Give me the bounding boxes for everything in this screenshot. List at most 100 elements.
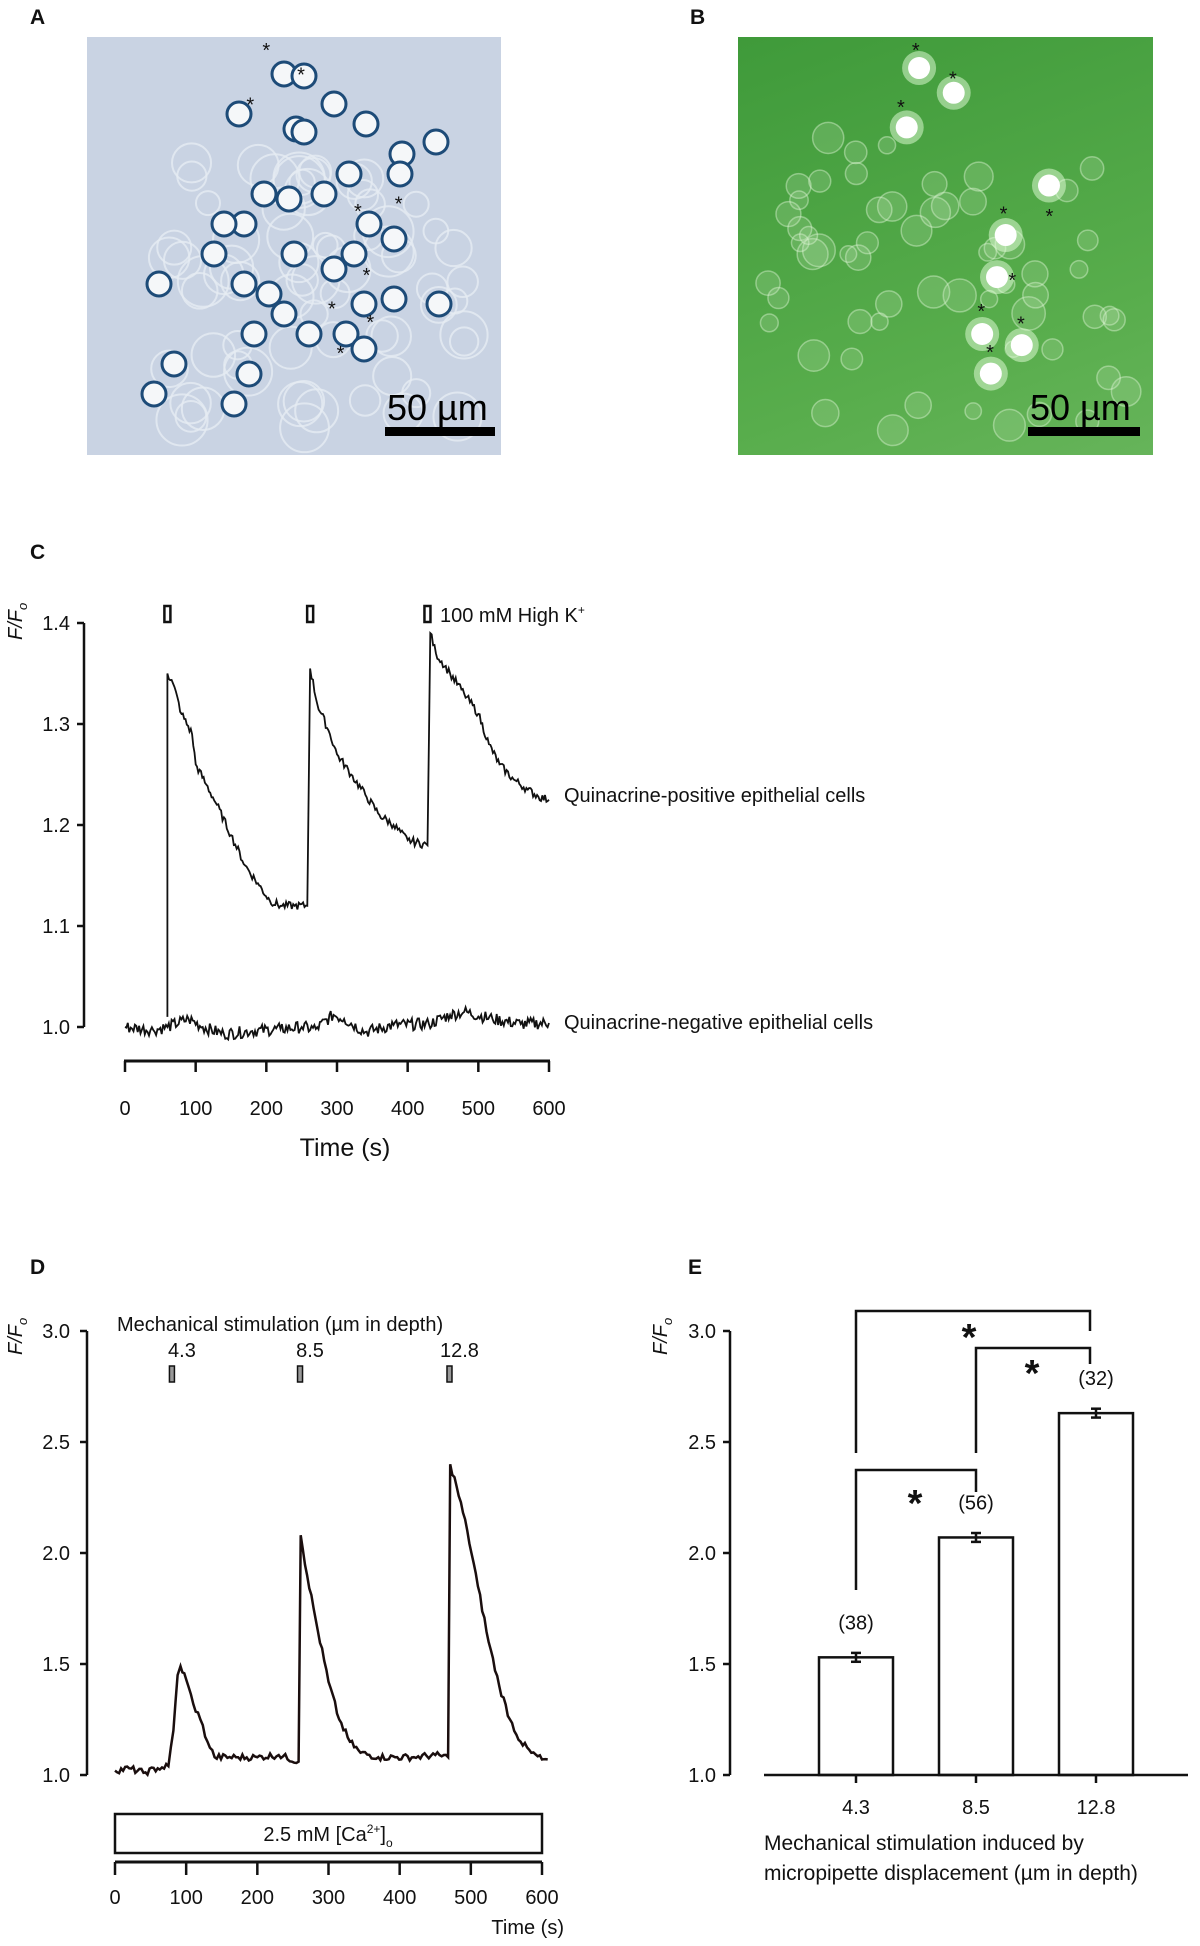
asterisk-marker: *	[1045, 206, 1053, 228]
cell	[200, 240, 228, 268]
asterisk-marker: *	[354, 201, 362, 223]
y-tick-label: 1.4	[42, 613, 70, 635]
x-axis-label: Time (s)	[300, 1134, 391, 1162]
stimulus-marker	[305, 604, 315, 624]
stimulus-marker	[446, 1365, 453, 1383]
faint-cell	[169, 381, 212, 425]
series-line-quinacrine-negative	[124, 1004, 550, 1042]
asterisk-marker: *	[246, 94, 254, 116]
faint-cell	[844, 161, 869, 186]
faint-cell	[874, 290, 903, 318]
faint-cell	[978, 242, 998, 262]
x-axis-label: micropipette displacement (µm in depth)	[764, 1862, 1138, 1885]
asterisk-marker: *	[1017, 313, 1025, 335]
n-label: (38)	[838, 1612, 874, 1634]
x-tick-label: 200	[241, 1887, 274, 1909]
faint-cell	[900, 214, 933, 247]
faint-cell	[1110, 375, 1142, 408]
cell	[240, 320, 268, 348]
faint-cell	[150, 349, 189, 389]
significance-bracket	[854, 1309, 1092, 1453]
faint-cell	[787, 215, 813, 242]
glowing-cell	[994, 224, 1017, 247]
faint-cell	[847, 308, 873, 335]
faint-cell	[798, 225, 819, 246]
scale-bar-label: 50 µm	[387, 387, 488, 428]
asterisk-marker: *	[897, 97, 905, 119]
faint-cell	[1026, 401, 1053, 428]
faint-cell	[904, 391, 933, 420]
n-label: (56)	[958, 1492, 994, 1514]
faint-cell	[839, 244, 858, 264]
faint-cell	[156, 229, 193, 266]
cell	[350, 335, 378, 363]
significance-asterisk: *	[1025, 1353, 1040, 1395]
cell	[380, 225, 408, 253]
faint-cell	[432, 391, 483, 442]
asterisk-marker: *	[986, 342, 994, 364]
faint-cell	[1069, 259, 1089, 279]
faint-cell	[268, 325, 313, 370]
panel-label-c: C	[30, 541, 46, 564]
cell	[352, 110, 380, 138]
faint-cell	[434, 228, 473, 268]
faint-cell	[1079, 156, 1105, 181]
y-tick-label: 3.0	[688, 1321, 716, 1343]
faint-cell	[964, 402, 983, 421]
asterisk-marker: *	[949, 68, 957, 90]
x-axis-label: Mechanical stimulation induced by	[764, 1832, 1084, 1855]
brightfield-micrograph: * * * * * * * * * 50 µm	[87, 37, 501, 455]
y-tick-label: 2.0	[688, 1543, 716, 1565]
cell	[380, 285, 408, 313]
faint-cell	[348, 384, 382, 417]
faint-cell	[422, 217, 450, 245]
x-tick-label: 500	[462, 1098, 495, 1120]
fluorescence-micrograph: * * * * * * * * * 50 µm	[738, 37, 1153, 455]
faint-cell	[801, 233, 836, 268]
bar	[817, 1656, 895, 1777]
faint-cell	[448, 326, 480, 357]
cell	[270, 300, 298, 328]
faint-cell	[755, 270, 781, 297]
significance-asterisk: *	[908, 1483, 923, 1525]
cell	[225, 100, 253, 128]
faint-cell	[194, 190, 222, 217]
y-tick-label: 1.0	[688, 1765, 716, 1787]
series-label-negative: Quinacrine-negative epithelial cells	[564, 1012, 873, 1034]
glowing-cell	[908, 57, 931, 80]
faint-cell	[785, 172, 812, 200]
y-axis-label: F/Fo	[5, 1318, 30, 1355]
faint-cell	[277, 380, 324, 428]
cell	[160, 350, 188, 378]
significance-asterisk: *	[962, 1317, 977, 1359]
faint-cell	[877, 135, 897, 155]
stimulus-depth-label: 4.3	[168, 1340, 196, 1362]
stimulus-title: Mechanical stimulation (µm in depth)	[117, 1314, 443, 1336]
y-tick-label: 2.0	[42, 1543, 70, 1565]
x-tick-label: 8.5	[962, 1797, 990, 1819]
cell	[355, 210, 383, 238]
faint-cell	[1102, 308, 1126, 332]
cell	[320, 90, 348, 118]
faint-cell	[958, 187, 988, 216]
y-tick-label: 1.5	[688, 1654, 716, 1676]
x-tick-label: 500	[454, 1887, 487, 1909]
cell	[140, 380, 168, 408]
faint-cell	[1076, 229, 1099, 252]
faint-cell	[370, 315, 412, 358]
cell	[425, 290, 453, 318]
faint-cell	[855, 231, 880, 255]
asterisk-marker: *	[363, 265, 371, 287]
asterisk-marker: *	[337, 343, 345, 365]
condition-bar	[113, 1812, 544, 1855]
asterisk-marker: *	[1008, 270, 1016, 292]
faint-cell	[840, 347, 864, 371]
y-axis-label: F/Fo	[650, 1318, 675, 1355]
faint-cell	[843, 140, 868, 165]
stimulus-marker	[168, 1365, 176, 1383]
scale-bar-label: 50 µm	[1030, 387, 1131, 428]
x-axis-label: Time (s)	[491, 1917, 564, 1939]
faint-cell	[775, 200, 802, 228]
faint-cell	[916, 275, 951, 309]
